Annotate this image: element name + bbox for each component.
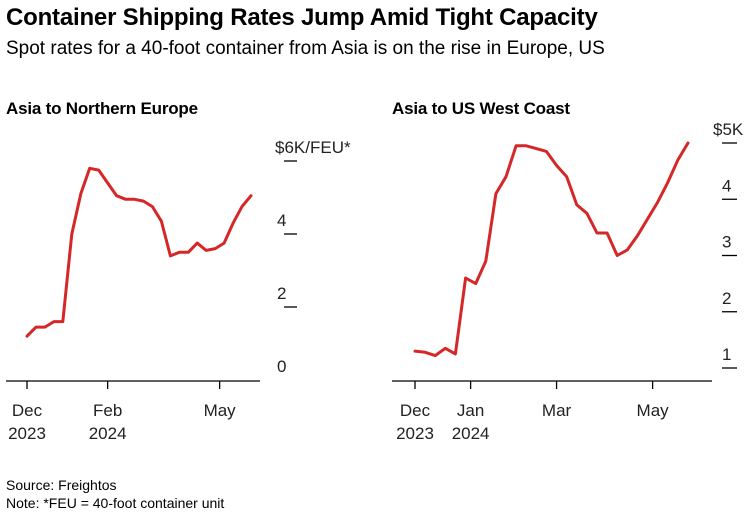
x-tick-label: May — [204, 401, 237, 420]
x-tick-label: Jan — [457, 401, 484, 420]
x-tick-year-label: 2024 — [452, 424, 490, 443]
x-tick-year-label: 2024 — [89, 424, 127, 443]
series-line — [25, 166, 253, 338]
x-tick-label: Mar — [542, 401, 572, 420]
y-tick-label: 1 — [722, 345, 731, 364]
y-axis-unit-label: $5K — [713, 120, 744, 139]
panel-europe: Dec 2023 Feb 2024 May $6K/FEU* 4 2 0 — [6, 138, 351, 443]
y-tick-label: 4 — [722, 176, 731, 195]
panel-us-west-coast: Dec 2023 Jan 2024 Mar May $5K 4 3 2 1 — [392, 120, 744, 443]
y-axis-unit-label: $6K/FEU* — [275, 138, 351, 157]
chart-subtitle: Spot rates for a 40-foot container from … — [6, 38, 605, 59]
x-tick-label: Dec — [12, 401, 43, 420]
panel-title-europe: Asia to Northern Europe — [6, 99, 198, 118]
y-tick-label: 2 — [277, 284, 286, 303]
source-note: Source: Freightos — [6, 477, 117, 493]
x-tick-label: Feb — [93, 401, 122, 420]
chart-title: Container Shipping Rates Jump Amid Tight… — [6, 4, 598, 31]
y-tick-label: 3 — [722, 233, 731, 252]
x-tick-label: Dec — [400, 401, 431, 420]
series-line — [413, 141, 690, 358]
y-tick-label: 2 — [722, 289, 731, 308]
footnote: Note: *FEU = 40-foot container unit — [6, 495, 225, 511]
y-tick-label: 0 — [277, 357, 286, 376]
y-tick-label: 4 — [277, 211, 286, 230]
x-tick-year-label: 2023 — [8, 424, 46, 443]
x-tick-label: May — [637, 401, 670, 420]
panel-title-us-west-coast: Asia to US West Coast — [392, 99, 570, 118]
x-tick-year-label: 2023 — [396, 424, 434, 443]
